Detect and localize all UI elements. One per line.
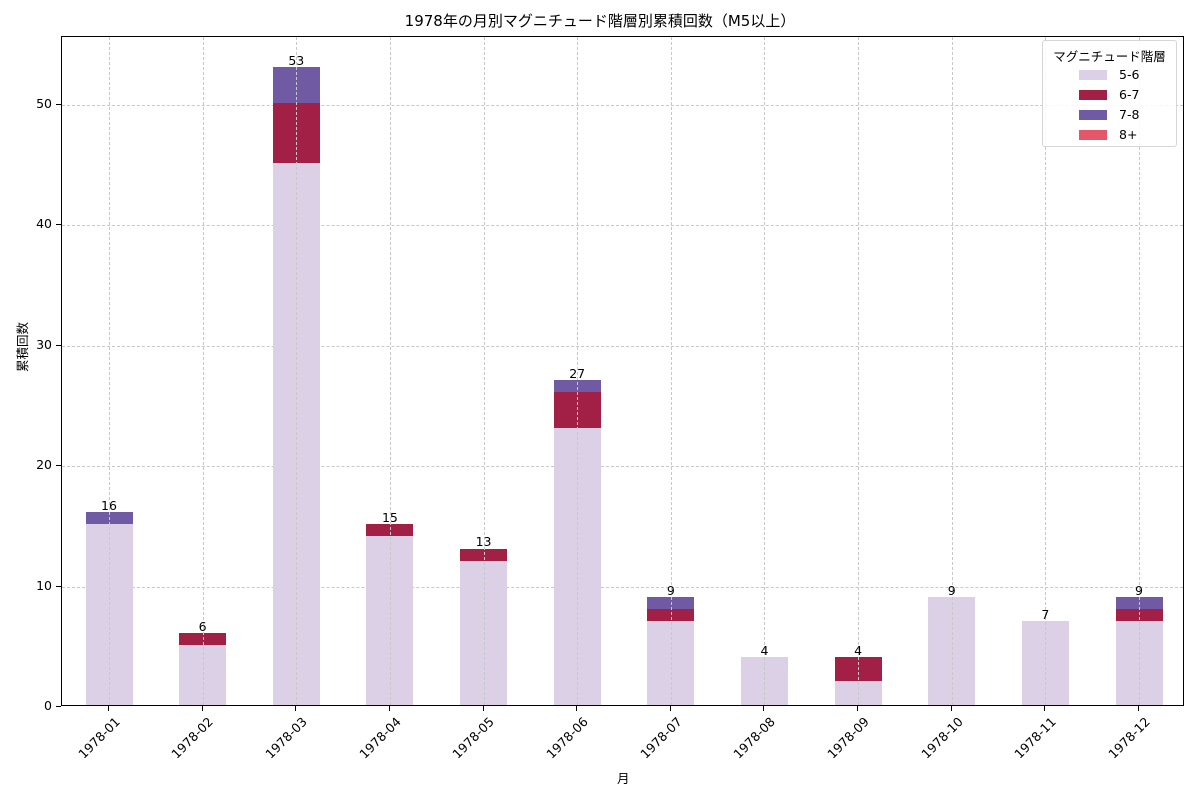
bar-total-label: 9 xyxy=(1135,582,1143,598)
y-tick-label: 40 xyxy=(36,216,52,232)
x-tick-mark xyxy=(857,706,859,711)
x-tick-mark xyxy=(1044,706,1046,711)
legend-swatch xyxy=(1079,90,1107,100)
grid-line-vertical xyxy=(670,37,672,705)
bar-total-label: 7 xyxy=(1041,606,1050,622)
bar-total-label: 53 xyxy=(288,52,305,68)
grid-line-vertical xyxy=(109,37,110,705)
x-tick-mark xyxy=(201,706,203,711)
legend: マグニチュード階層 5-6 6-7 7-8 8+ xyxy=(1042,40,1177,147)
x-tick-label: 1978-09 xyxy=(824,714,872,762)
grid-line-vertical xyxy=(577,37,579,705)
x-tick-label: 1978-12 xyxy=(1105,714,1153,762)
grid-line-horizontal xyxy=(62,225,1183,227)
bar-total-label: 4 xyxy=(854,642,863,658)
y-tick-mark xyxy=(56,344,61,346)
legend-swatch xyxy=(1079,70,1107,80)
grid-line-vertical xyxy=(764,37,766,705)
y-tick-label: 50 xyxy=(36,96,52,112)
grid-line-vertical xyxy=(1139,37,1140,705)
grid-line-vertical xyxy=(202,37,204,705)
bar-total-label: 4 xyxy=(760,642,769,658)
x-tick-mark xyxy=(576,706,578,711)
x-tick-label: 1978-02 xyxy=(168,714,217,762)
x-tick-label: 1978-10 xyxy=(917,714,966,762)
legend-title: マグニチュード階層 xyxy=(1053,49,1166,64)
y-tick-label: 20 xyxy=(36,457,52,473)
y-tick-label: 0 xyxy=(44,698,52,713)
legend-label: 7-8 xyxy=(1119,107,1140,122)
x-tick-label: 1978-05 xyxy=(449,714,498,762)
y-tick-mark xyxy=(56,585,61,587)
x-axis-label: 月 xyxy=(617,771,630,786)
x-tick-mark xyxy=(108,706,109,711)
x-tick-label: 1978-08 xyxy=(730,714,779,762)
legend-swatch xyxy=(1079,110,1107,120)
x-tick-mark xyxy=(482,706,484,711)
legend-label: 5-6 xyxy=(1119,67,1140,82)
legend-swatch xyxy=(1079,130,1107,140)
bar-total-label: 16 xyxy=(101,498,117,514)
x-tick-label: 1978-11 xyxy=(1011,714,1059,762)
grid-line-vertical xyxy=(1045,37,1047,705)
grid-line-vertical xyxy=(483,37,485,705)
y-tick-mark xyxy=(56,104,61,106)
chart-title: 1978年の月別マグニチュード階層別累積回数（M5以上） xyxy=(404,12,796,30)
legend-label: 8+ xyxy=(1119,127,1138,142)
y-tick-label: 30 xyxy=(36,336,52,352)
x-tick-label: 1978-07 xyxy=(636,714,685,762)
grid-line-vertical xyxy=(389,37,391,705)
grid-line-vertical xyxy=(951,37,953,705)
x-tick-mark xyxy=(950,706,952,711)
x-tick-mark xyxy=(295,706,297,711)
x-tick-mark xyxy=(1138,706,1139,711)
plot-area: 16 6 53 15 13 27 9 4 4 9 7 9 xyxy=(61,36,1184,706)
bar-total-label: 9 xyxy=(666,582,675,598)
grid-line-vertical xyxy=(858,37,860,705)
x-tick-label: 1978-01 xyxy=(75,714,123,762)
x-tick-label: 1978-04 xyxy=(355,714,404,762)
x-tick-mark xyxy=(763,706,765,711)
y-tick-label: 10 xyxy=(36,577,52,593)
grid-line-horizontal xyxy=(62,345,1183,347)
grid-line-horizontal xyxy=(62,105,1183,107)
x-tick-mark xyxy=(388,706,390,711)
y-tick-mark xyxy=(56,706,61,707)
y-tick-mark xyxy=(56,224,61,226)
bar-total-label: 9 xyxy=(947,582,956,598)
y-tick-mark xyxy=(56,465,61,467)
x-tick-mark xyxy=(669,706,671,711)
grid-line-horizontal xyxy=(62,466,1183,468)
x-tick-label: 1978-03 xyxy=(262,714,310,762)
grid-line-horizontal xyxy=(62,586,1183,588)
bar-total-label: 15 xyxy=(381,510,398,526)
bar-total-label: 13 xyxy=(475,534,492,550)
bar-total-label: 6 xyxy=(198,618,207,634)
bar-total-label: 27 xyxy=(569,365,586,381)
grid-line-vertical xyxy=(296,37,298,705)
x-tick-label: 1978-06 xyxy=(543,714,591,762)
legend-label: 6-7 xyxy=(1119,87,1140,102)
